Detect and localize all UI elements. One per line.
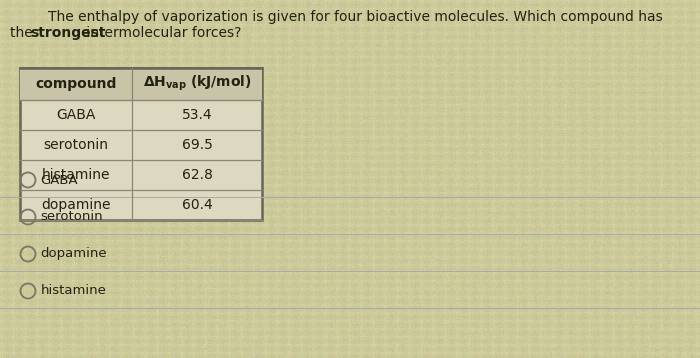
Text: intermolecular forces?: intermolecular forces?	[82, 26, 242, 40]
Text: serotonin: serotonin	[41, 211, 103, 223]
Text: dopamine: dopamine	[41, 198, 111, 212]
Text: compound: compound	[35, 77, 117, 91]
Text: GABA: GABA	[41, 174, 78, 187]
Text: the: the	[10, 26, 37, 40]
Text: histamine: histamine	[41, 285, 106, 297]
Text: GABA: GABA	[56, 108, 96, 122]
Text: histamine: histamine	[42, 168, 111, 182]
Text: 69.5: 69.5	[181, 138, 212, 152]
Text: 62.8: 62.8	[181, 168, 212, 182]
Text: strongest: strongest	[30, 26, 106, 40]
Text: serotonin: serotonin	[43, 138, 108, 152]
Text: dopamine: dopamine	[41, 247, 107, 261]
Text: The enthalpy of vaporization is given for four bioactive molecules. Which compou: The enthalpy of vaporization is given fo…	[48, 10, 662, 24]
Text: 60.4: 60.4	[181, 198, 212, 212]
Text: 53.4: 53.4	[182, 108, 212, 122]
Bar	[20, 68, 262, 220]
Bar	[20, 68, 262, 100]
Text: $\mathbf{\Delta H_{vap}}$ $\mathbf{(kJ/mol)}$: $\mathbf{\Delta H_{vap}}$ $\mathbf{(kJ/m…	[143, 73, 251, 93]
